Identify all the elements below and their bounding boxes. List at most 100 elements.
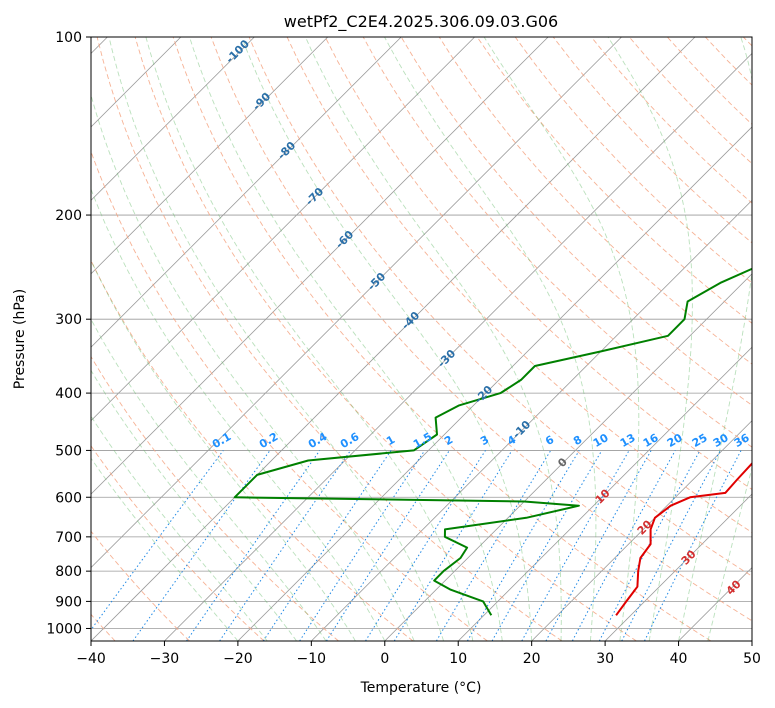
- moist-adiabat-label: 40: [724, 577, 744, 597]
- isobar-grid: [91, 37, 752, 629]
- plot-area: [91, 37, 752, 641]
- y-tick-label: 200: [55, 208, 82, 224]
- mixing-ratio-label: 1: [384, 433, 397, 448]
- dry-adiabat-label: -80: [275, 139, 298, 162]
- y-tick-label: 500: [55, 443, 82, 459]
- mixing-ratio-line: [219, 450, 352, 641]
- y-tick-label: 700: [55, 530, 82, 546]
- moist-adiabat-line: [384, 37, 597, 641]
- mixing-ratio-line: [545, 450, 652, 641]
- isotherm-line: [531, 420, 752, 641]
- moist-adiabat-line: [707, 466, 752, 641]
- sounding-series: [233, 267, 752, 616]
- moist-adiabat-line: [108, 37, 444, 641]
- moist-adiabat-line: [91, 369, 297, 641]
- isotherm-line: [91, 37, 255, 201]
- moist-adiabat-line: [607, 37, 693, 641]
- dry-adiabat-line: [248, 37, 752, 577]
- mixing-ratio-line: [299, 450, 426, 641]
- moist-adiabat-line: [145, 37, 474, 641]
- x-axis-ticks: −40 −30 −20 −10 0 10 20 30 40 50: [76, 641, 761, 667]
- x-tick-label: −20: [223, 651, 253, 667]
- x-tick-label: −40: [76, 651, 106, 667]
- mixing-ratio-label: 6: [543, 433, 556, 448]
- dry-adiabat-label: -90: [250, 90, 273, 113]
- y-tick-label: 800: [55, 564, 82, 580]
- dry-adiabat-line: [96, 37, 563, 641]
- mixing-ratio-label: 0.6: [338, 430, 362, 451]
- x-tick-label: 50: [743, 651, 761, 667]
- y-tick-label: 900: [55, 594, 82, 610]
- mixing-ratio-line: [91, 450, 224, 631]
- isotherm-line: [91, 37, 329, 275]
- mixing-ratio-line: [521, 450, 630, 641]
- isotherm-line: [91, 37, 622, 569]
- mixing-ratio-line: [571, 450, 676, 641]
- mixing-ratio-line: [186, 450, 321, 641]
- dry-adiabat-line: [91, 530, 190, 641]
- mixing-ratio-label: 30: [711, 431, 731, 450]
- isotherm-line: [91, 37, 549, 495]
- dry-adiabat-line: [514, 37, 752, 284]
- isotherm-line: [91, 37, 402, 348]
- dry-adiabat-line: [210, 37, 752, 622]
- x-tick-label: 30: [596, 651, 614, 667]
- mixing-ratio-line: [393, 450, 513, 641]
- dry-adiabat-line: [476, 37, 752, 324]
- isotherm-grid: [91, 37, 752, 641]
- x-tick-label: 20: [523, 651, 541, 667]
- mixing-ratio-label: 20: [665, 431, 685, 450]
- dry-adiabat-line: [91, 355, 339, 641]
- chart-title: wetPf2_C2E4.2025.306.09.03.G06: [284, 12, 558, 32]
- moist-adiabat-line: [91, 93, 415, 641]
- plot-frame: [90, 36, 753, 642]
- dry-adiabat-line: [172, 37, 712, 641]
- mixing-ratio-label: 0.1: [210, 430, 233, 451]
- mixing-ratio-label: 0.2: [257, 430, 280, 451]
- y-tick-label: 1000: [46, 621, 82, 637]
- isotherm-line: [457, 346, 752, 641]
- dry-adiabat-line: [400, 37, 752, 406]
- dry-adiabat-line: [134, 37, 637, 641]
- dry-adiabat-line: [91, 445, 265, 641]
- dry-adiabat-line: [91, 259, 414, 641]
- y-tick-label: 300: [55, 312, 82, 328]
- x-tick-label: −30: [150, 651, 180, 667]
- x-tick-label: 40: [670, 651, 688, 667]
- moist-adiabat-line: [91, 457, 239, 641]
- x-tick-label: 10: [449, 651, 467, 667]
- dry-adiabats: [91, 37, 752, 641]
- isotherm-line: [604, 493, 752, 641]
- moist-adiabat-line: [305, 37, 562, 641]
- moist-adiabat-line: [91, 259, 356, 641]
- mixing-ratio-line: [644, 450, 742, 641]
- moist-adiabats: [91, 37, 752, 641]
- dry-adiabat-line: [666, 37, 752, 125]
- moist-adiabat-line: [91, 318, 327, 641]
- moist-adiabat-line: [483, 37, 640, 641]
- mixing-ratio-lines: [91, 450, 742, 641]
- x-tick-label: 0: [380, 651, 389, 667]
- isotherm-line: [91, 37, 696, 641]
- mixing-ratio-label: 36: [732, 431, 752, 450]
- mixing-ratio-label: 2: [442, 433, 455, 448]
- isotherm-line: [678, 566, 752, 641]
- dewpoint-profile-line: [233, 267, 752, 616]
- y-tick-label: 100: [55, 30, 82, 46]
- mixing-ratio-line: [325, 450, 450, 641]
- dry-adiabat-label: -60: [333, 228, 356, 251]
- isotherm-line: [751, 640, 752, 641]
- x-tick-label: −10: [297, 651, 327, 667]
- x-axis-label: Temperature (°C): [360, 680, 482, 696]
- dry-adiabat-label: -40: [399, 309, 422, 332]
- mixing-ratio-line: [466, 450, 580, 641]
- dry-adiabat-line: [590, 37, 752, 204]
- mixing-ratio-label: 16: [641, 431, 661, 450]
- dry-adiabat-line: [742, 37, 752, 47]
- moist-adiabat-line: [189, 37, 503, 641]
- dry-adiabat-label: -100: [223, 37, 252, 66]
- moist-adiabat-line: [678, 37, 752, 641]
- temperature-profile-line: [615, 462, 752, 616]
- dry-adiabat-line: [91, 150, 488, 641]
